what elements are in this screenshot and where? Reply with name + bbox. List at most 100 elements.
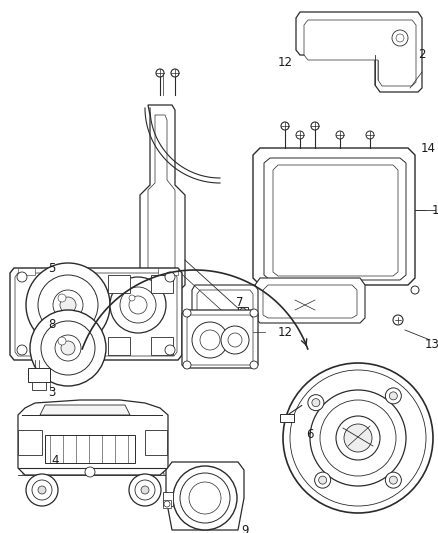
Circle shape (17, 345, 27, 355)
Circle shape (183, 361, 191, 369)
Polygon shape (18, 268, 35, 275)
Circle shape (392, 30, 408, 46)
Circle shape (60, 297, 76, 313)
Circle shape (389, 392, 397, 400)
Circle shape (281, 122, 289, 130)
Polygon shape (15, 273, 177, 356)
Circle shape (129, 296, 147, 314)
Polygon shape (158, 268, 178, 275)
Text: 3: 3 (48, 385, 56, 399)
Circle shape (26, 263, 110, 347)
Circle shape (228, 333, 242, 347)
Text: 2: 2 (418, 49, 426, 61)
Circle shape (165, 345, 175, 355)
Circle shape (26, 474, 58, 506)
Circle shape (250, 309, 258, 317)
Text: 14: 14 (420, 141, 435, 155)
Bar (163, 500, 171, 508)
Circle shape (141, 486, 149, 494)
Circle shape (314, 472, 331, 488)
Circle shape (129, 474, 161, 506)
Text: 5: 5 (48, 262, 56, 274)
Polygon shape (296, 12, 422, 92)
Circle shape (135, 480, 155, 500)
Circle shape (366, 131, 374, 139)
Circle shape (344, 424, 372, 452)
Bar (108, 275, 130, 293)
Polygon shape (140, 105, 185, 295)
Circle shape (165, 272, 175, 282)
Text: 12: 12 (278, 55, 293, 69)
Circle shape (336, 131, 344, 139)
Circle shape (173, 466, 237, 530)
Polygon shape (187, 315, 253, 365)
Bar (151, 275, 173, 293)
Polygon shape (197, 290, 253, 321)
Bar (18, 430, 42, 455)
Circle shape (61, 341, 75, 355)
Circle shape (55, 335, 81, 361)
Circle shape (336, 416, 380, 460)
Bar (145, 430, 167, 455)
Circle shape (189, 482, 221, 514)
Circle shape (283, 363, 433, 513)
Circle shape (393, 315, 403, 325)
Circle shape (240, 308, 246, 314)
Circle shape (221, 326, 249, 354)
Polygon shape (182, 310, 258, 368)
Circle shape (180, 473, 230, 523)
Bar (28, 368, 50, 382)
Circle shape (312, 399, 320, 407)
Polygon shape (273, 165, 398, 276)
Bar (238, 307, 248, 315)
Bar (45, 435, 135, 463)
Circle shape (310, 390, 406, 486)
Polygon shape (192, 285, 258, 325)
Circle shape (17, 272, 27, 282)
Circle shape (183, 309, 191, 317)
Circle shape (120, 287, 156, 323)
Bar (280, 414, 294, 422)
Circle shape (385, 388, 401, 404)
Circle shape (164, 501, 170, 507)
Circle shape (250, 361, 258, 369)
Circle shape (156, 69, 164, 77)
Circle shape (129, 295, 135, 301)
Polygon shape (253, 148, 415, 285)
Circle shape (320, 400, 396, 476)
Text: 9: 9 (241, 523, 249, 533)
Bar (108, 337, 130, 355)
Polygon shape (148, 115, 175, 292)
Polygon shape (10, 268, 182, 360)
Polygon shape (304, 20, 416, 86)
Polygon shape (166, 462, 244, 530)
Circle shape (200, 330, 220, 350)
Circle shape (41, 321, 95, 375)
Circle shape (53, 290, 83, 320)
Circle shape (38, 275, 98, 335)
Circle shape (58, 337, 66, 345)
Circle shape (411, 286, 419, 294)
Circle shape (389, 476, 397, 484)
Circle shape (32, 480, 52, 500)
Circle shape (85, 467, 95, 477)
Circle shape (38, 486, 46, 494)
Circle shape (396, 34, 404, 42)
Polygon shape (18, 400, 168, 475)
Polygon shape (40, 405, 130, 415)
Text: 8: 8 (48, 319, 56, 332)
Text: 13: 13 (424, 338, 438, 351)
Polygon shape (263, 285, 357, 318)
Circle shape (171, 69, 179, 77)
Text: 1: 1 (431, 204, 438, 216)
Circle shape (308, 394, 324, 410)
Circle shape (58, 294, 66, 302)
Circle shape (30, 310, 106, 386)
Circle shape (296, 131, 304, 139)
Circle shape (110, 277, 166, 333)
Text: 4: 4 (51, 454, 59, 466)
Text: 6: 6 (306, 429, 314, 441)
Bar (163, 492, 173, 506)
Circle shape (290, 370, 426, 506)
Text: 7: 7 (236, 295, 244, 309)
